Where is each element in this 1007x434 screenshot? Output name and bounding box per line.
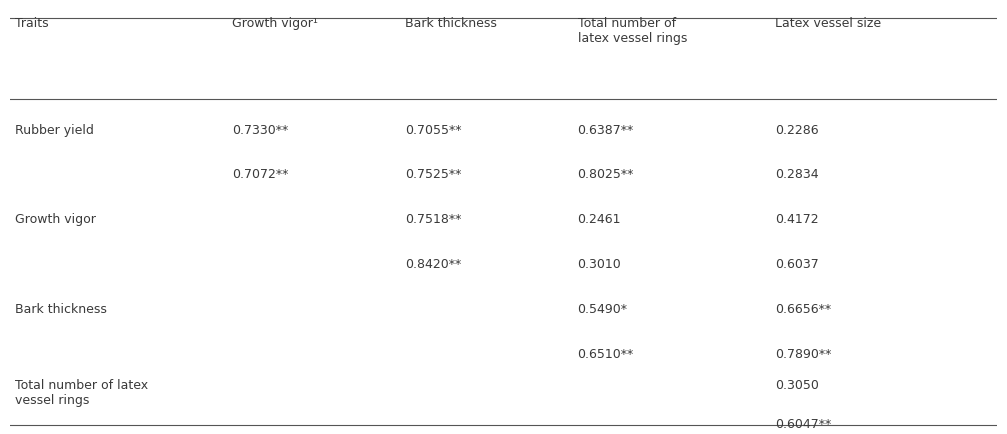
Text: 0.7518**: 0.7518** (405, 213, 461, 226)
Text: 0.2461: 0.2461 (578, 213, 621, 226)
Text: 0.7525**: 0.7525** (405, 168, 461, 181)
Text: Bark thickness: Bark thickness (405, 17, 496, 30)
Text: 0.3050: 0.3050 (775, 378, 819, 391)
Text: Total number of latex
vessel rings: Total number of latex vessel rings (15, 378, 148, 407)
Text: 0.8420**: 0.8420** (405, 257, 461, 270)
Text: 0.7330**: 0.7330** (232, 123, 288, 136)
Text: 0.2286: 0.2286 (775, 123, 819, 136)
Text: 0.5490*: 0.5490* (578, 302, 627, 315)
Text: 0.7890**: 0.7890** (775, 347, 831, 360)
Text: Latex vessel size: Latex vessel size (775, 17, 881, 30)
Text: Bark thickness: Bark thickness (15, 302, 107, 315)
Text: 0.6510**: 0.6510** (578, 347, 633, 360)
Text: Rubber yield: Rubber yield (15, 123, 94, 136)
Text: 0.6387**: 0.6387** (578, 123, 633, 136)
Text: 0.6047**: 0.6047** (775, 417, 831, 430)
Text: Traits: Traits (15, 17, 48, 30)
Text: 0.6037: 0.6037 (775, 257, 819, 270)
Text: 0.7055**: 0.7055** (405, 123, 461, 136)
Text: 0.7072**: 0.7072** (232, 168, 288, 181)
Text: 0.3010: 0.3010 (578, 257, 621, 270)
Text: Growth vigor¹: Growth vigor¹ (232, 17, 318, 30)
Text: 0.6656**: 0.6656** (775, 302, 831, 315)
Text: Total number of
latex vessel rings: Total number of latex vessel rings (578, 17, 687, 45)
Text: 0.2834: 0.2834 (775, 168, 819, 181)
Text: Growth vigor: Growth vigor (15, 213, 96, 226)
Text: 0.4172: 0.4172 (775, 213, 819, 226)
Text: 0.8025**: 0.8025** (578, 168, 633, 181)
